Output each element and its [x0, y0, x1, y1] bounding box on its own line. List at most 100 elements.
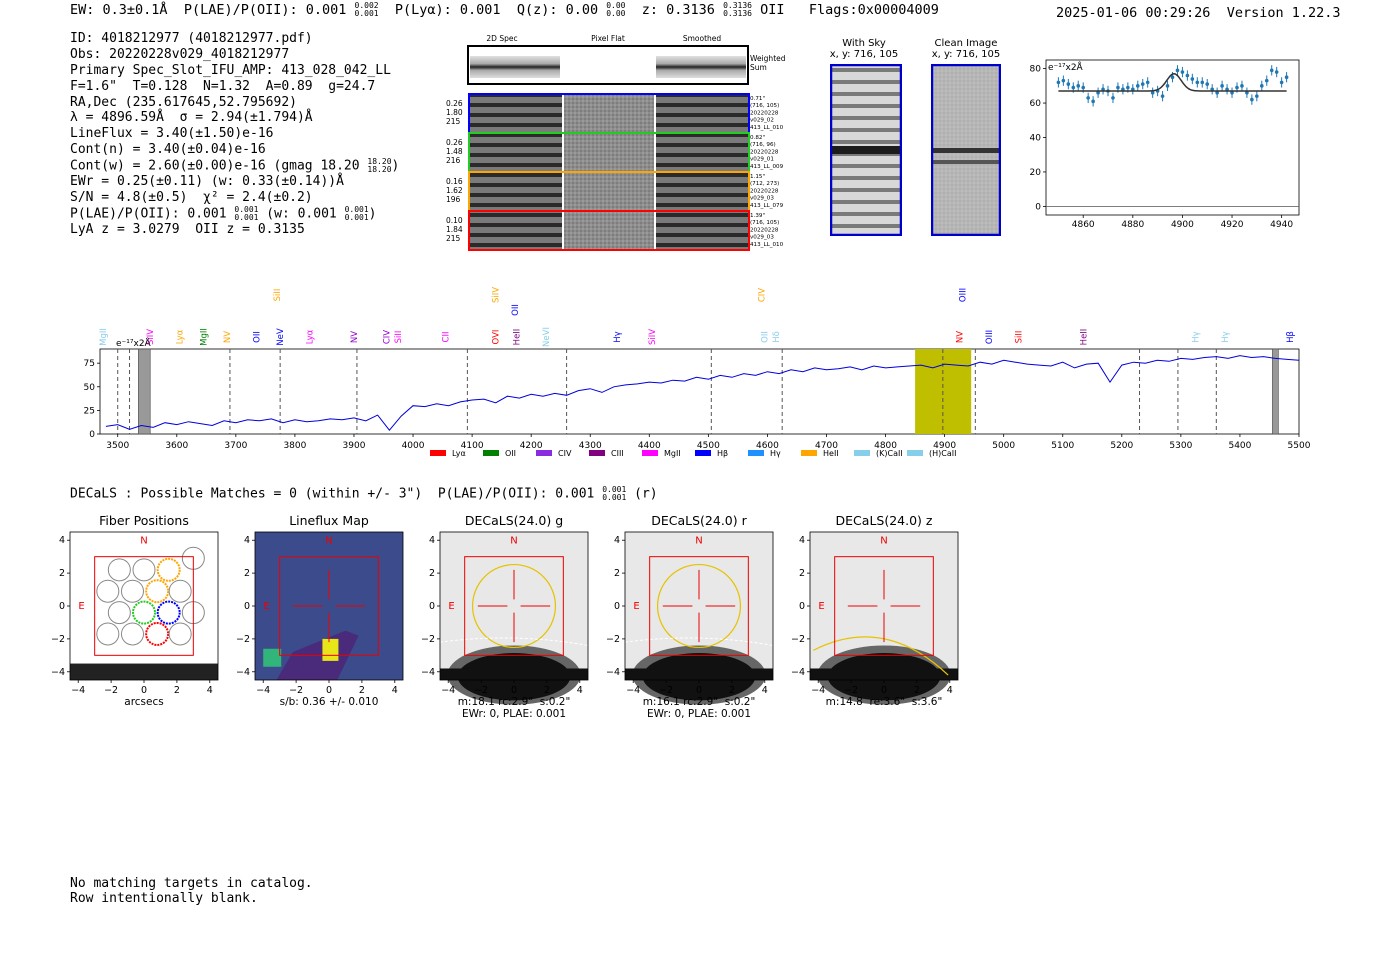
spec-row-meta: (716, 96) — [750, 142, 776, 148]
fiber-circle — [96, 579, 120, 603]
panel-title: DECaLS(24.0) z — [835, 513, 933, 528]
spec-row-stat: 0.26 — [446, 138, 463, 147]
aperture-box — [279, 556, 379, 656]
panel-ytick: 2 — [59, 568, 65, 579]
panel-xtick: 4 — [947, 685, 953, 696]
fiber-circle — [107, 558, 131, 582]
east-label: E — [633, 601, 639, 612]
line-fit-point — [1274, 70, 1279, 74]
emission-line-label: SiII — [273, 289, 283, 302]
panel-caption: m:14.8 re:3.6" s:3.6" — [825, 696, 943, 708]
spec-row-meta: 413_LL_010 — [750, 125, 784, 131]
aperture-ellipse — [813, 636, 949, 676]
panel-ytick: −2 — [606, 634, 620, 645]
panel-ytick: 4 — [429, 535, 435, 546]
line-fit-point — [1200, 80, 1205, 85]
legend-swatch — [907, 450, 923, 456]
spec-row-meta: 20220228 — [750, 110, 779, 116]
line-fit-xtick: 4940 — [1270, 220, 1293, 230]
spec-row-meta: 20220228 — [750, 149, 779, 155]
panel-xtick: 0 — [511, 685, 517, 696]
legend-label: CIV — [558, 449, 572, 458]
line-fit-point — [1165, 84, 1170, 88]
line-fit-point — [1150, 90, 1155, 95]
panel-ytick: −4 — [606, 667, 620, 678]
line-fit-point — [1126, 85, 1130, 90]
panel-xtick: −2 — [289, 685, 303, 696]
panel-xtick: −4 — [71, 685, 85, 696]
line-fit-point — [1145, 80, 1150, 85]
panel-xtick: −4 — [626, 685, 640, 696]
emission-line-label: SiIV — [492, 287, 502, 303]
spec-row-meta: 413_LL_079 — [750, 203, 784, 209]
panel-ytick: −4 — [791, 667, 805, 678]
line-fit-point — [1235, 85, 1239, 90]
emission-line-label: SiII — [1014, 331, 1024, 344]
spec-row-stat: 1.62 — [446, 186, 463, 195]
north-label: N — [695, 536, 702, 547]
line-fit-point — [1116, 85, 1120, 90]
emission-line-label: NV — [350, 331, 360, 343]
spectrum-xtick: 5300 — [1169, 441, 1192, 451]
spec-row-stat: 0.16 — [446, 177, 463, 186]
spec-row-meta: v029_01 — [750, 157, 774, 163]
spec-row-stat: 0.10 — [446, 216, 463, 225]
panel-ytick: −2 — [421, 634, 435, 645]
panel-title: Lineflux Map — [289, 513, 369, 528]
emission-line-label: Hδ — [772, 331, 782, 343]
spectrum-ytick: 50 — [84, 383, 96, 393]
aperture-box — [834, 556, 934, 656]
legend-swatch — [589, 450, 605, 456]
emission-line-label: HeII — [1079, 329, 1089, 346]
emission-line-label: SiIV — [648, 329, 658, 345]
detection-info: ID: 4018212977 (4018212977.pdf) Obs: 202… — [70, 31, 399, 238]
imaging-panels: Fiber Positions N E −4 −4 −2 −2 0 0 2 2 4 4 arcsecs Li… — [0, 510, 1400, 730]
spectrum-line — [105, 355, 1300, 431]
spectrum-xtick: 3900 — [343, 441, 366, 451]
panel-ytick: −4 — [51, 667, 65, 678]
legend-swatch — [483, 450, 499, 456]
legend-swatch — [695, 450, 711, 456]
panel-ytick: −4 — [421, 667, 435, 678]
panel-xtick: 4 — [392, 685, 398, 696]
spectrum-xtick: 3600 — [165, 441, 188, 451]
spectrum-xtick: 5500 — [1288, 441, 1310, 451]
panel-xtick: 2 — [174, 685, 180, 696]
emission-line-label: CIV — [757, 288, 767, 302]
spectrum-xtick: 4200 — [520, 441, 543, 451]
panel-xtick: 4 — [762, 685, 768, 696]
line-fit-point — [1170, 75, 1175, 80]
col-title-2dspec: 2D Spec — [486, 34, 517, 43]
line-fit-point — [1185, 73, 1190, 78]
panel-xtick: 0 — [696, 685, 702, 696]
clean-image-title: Clean Image x, y: 716, 105 — [931, 38, 1001, 60]
spectrum-xtick: 3500 — [106, 441, 129, 451]
panel-xtick: −4 — [441, 685, 455, 696]
emission-line-label: OII — [252, 331, 262, 343]
spec-row-meta: 0.82" — [750, 135, 765, 141]
imaging-panel: DECaLS(24.0) g N E −4 −4 −2 −2 0 0 2 2 4 4 m:18.1 rc:… — [421, 510, 610, 730]
spectrum-unit: e⁻¹⁷x2Å — [116, 337, 152, 349]
line-fit-ytick: 60 — [1030, 99, 1042, 109]
line-fit-xtick: 4860 — [1072, 220, 1095, 230]
line-fit-xtick: 4880 — [1121, 220, 1144, 230]
legend-swatch — [801, 450, 817, 456]
spec-row-stat: 216 — [446, 156, 461, 165]
line-fit-ytick: 0 — [1035, 202, 1041, 212]
panel-xtick: 2 — [729, 685, 735, 696]
panel-xtick: 4 — [207, 685, 213, 696]
east-label: E — [78, 601, 84, 612]
emission-line-label: Hβ — [1286, 331, 1296, 343]
panel-ytick: −4 — [236, 667, 250, 678]
info-lineflux: LineFlux = 3.40(±1.50)e-16 — [70, 126, 274, 142]
panel-xtick: −2 — [844, 685, 858, 696]
panel-xtick: −2 — [474, 685, 488, 696]
line-fit-point — [1096, 90, 1100, 95]
panel-title: DECaLS(24.0) r — [651, 513, 747, 528]
panel-ytick: −2 — [51, 634, 65, 645]
legend-label: CIII — [611, 449, 624, 458]
spec-row-stat: 1.48 — [446, 147, 463, 156]
line-fit-point — [1210, 87, 1214, 92]
